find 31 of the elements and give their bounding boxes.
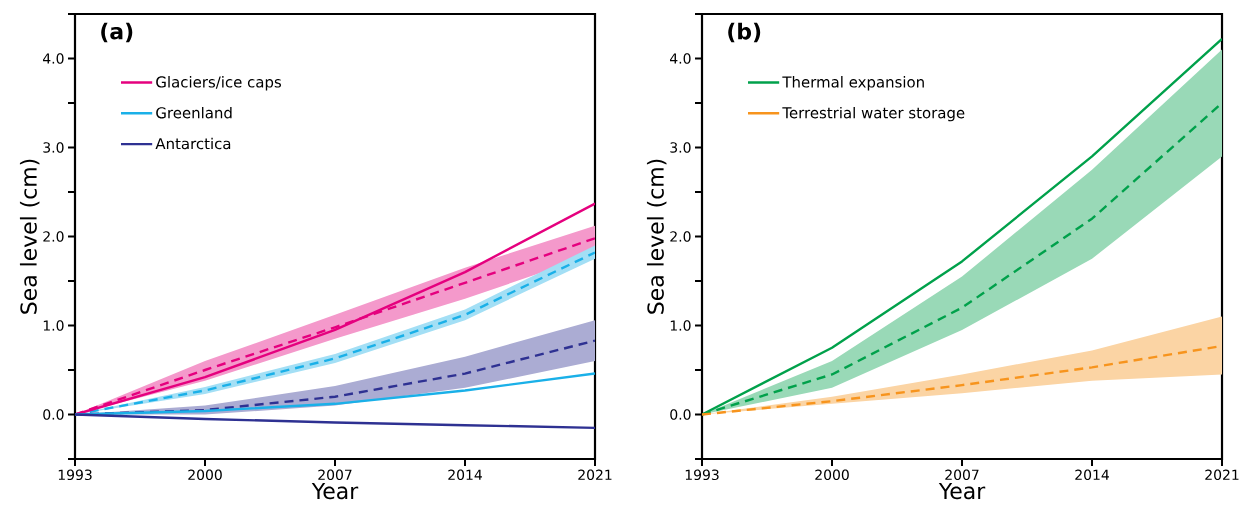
y-tick-label: 2.0 bbox=[43, 231, 64, 242]
x-axis-title: Year bbox=[938, 482, 986, 500]
y-tick-label: 0.0 bbox=[670, 409, 691, 420]
x-tick-label: 2021 bbox=[578, 469, 612, 481]
x-axis-title: Year bbox=[311, 482, 359, 500]
legend-label: Glaciers/ice caps bbox=[156, 76, 282, 91]
y-tick-label: 3.0 bbox=[43, 142, 64, 153]
y-tick-label: 1.0 bbox=[670, 320, 691, 331]
y-axis-title: Sea level (cm) bbox=[19, 159, 40, 314]
chart-title: (b) bbox=[728, 22, 761, 43]
y-tick-label: 2.0 bbox=[670, 231, 691, 242]
y-tick-label: 1.0 bbox=[43, 320, 64, 331]
x-tick-label: 1993 bbox=[58, 469, 92, 481]
x-tick-label: 2014 bbox=[448, 469, 482, 481]
legend-label: Greenland bbox=[156, 106, 232, 119]
legend-label: Thermal expansion bbox=[782, 76, 924, 91]
x-tick-label: 2007 bbox=[318, 469, 352, 481]
x-tick-label: 2021 bbox=[1205, 469, 1239, 481]
x-tick-label: 1993 bbox=[685, 469, 719, 481]
legend-label: Terrestrial water storage bbox=[782, 106, 965, 122]
x-tick-label: 2000 bbox=[815, 469, 849, 481]
y-tick-label: 3.0 bbox=[670, 142, 691, 153]
chart-title: (a) bbox=[101, 22, 133, 43]
legend-label: Antarctica bbox=[155, 137, 231, 150]
y-axis-title: Sea level (cm) bbox=[646, 159, 667, 314]
y-tick-label: 0.0 bbox=[43, 409, 64, 420]
y-tick-label: 4.0 bbox=[42, 53, 64, 64]
y-tick-label: 4.0 bbox=[670, 53, 691, 64]
x-tick-label: 2007 bbox=[945, 469, 979, 481]
x-tick-label: 2000 bbox=[188, 469, 222, 481]
x-tick-label: 2014 bbox=[1075, 469, 1109, 481]
